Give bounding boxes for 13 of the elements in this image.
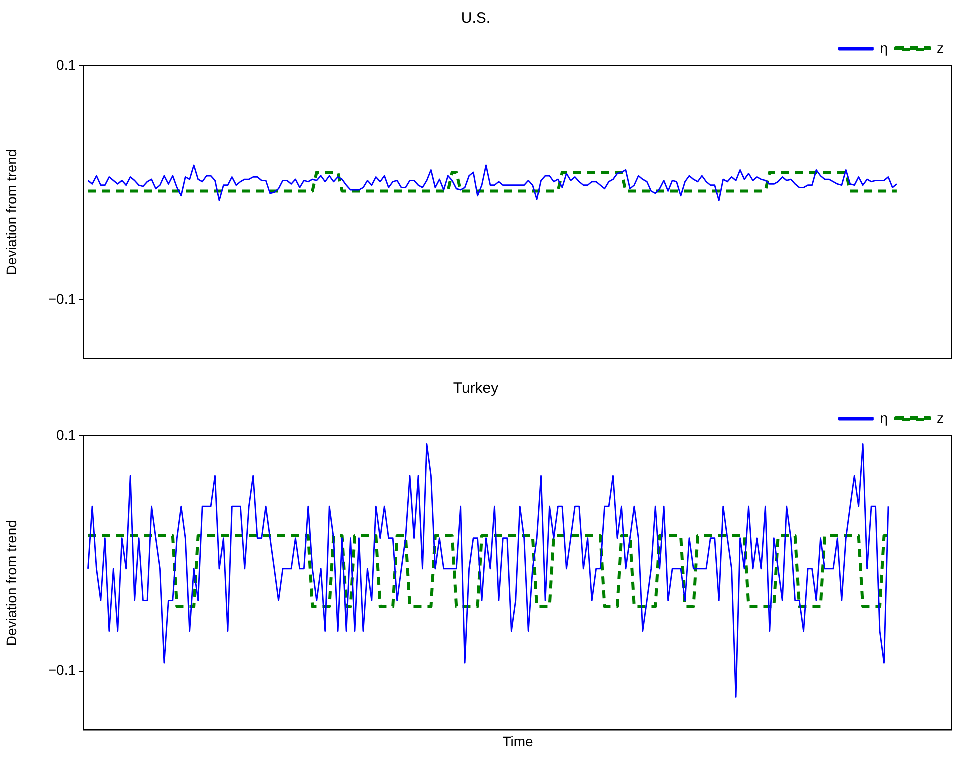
legend-label: z bbox=[937, 40, 944, 56]
legend-label: η bbox=[880, 410, 888, 426]
y-tick-label: −0.1 bbox=[48, 290, 76, 307]
y-tick-label: 0.1 bbox=[56, 426, 76, 443]
chart-title: U.S. bbox=[461, 10, 491, 28]
legend-label: z bbox=[937, 410, 944, 426]
legend-label: η bbox=[880, 40, 888, 56]
y-axis-title: Deviation from trend bbox=[3, 149, 20, 276]
y-tick-label: −0.1 bbox=[48, 662, 76, 678]
y-axis-title: Deviation from trend bbox=[3, 520, 20, 646]
chart-title: Turkey bbox=[453, 380, 500, 398]
x-axis-title: Time bbox=[502, 733, 534, 750]
y-tick-label: 0.1 bbox=[56, 56, 76, 73]
